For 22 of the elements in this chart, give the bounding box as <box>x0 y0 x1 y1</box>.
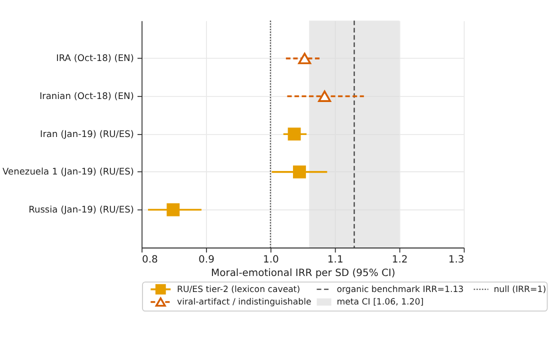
x-tick-label: 0.9 <box>198 254 214 266</box>
x-tick-label: 1.0 <box>262 254 279 266</box>
y-tick-label: Russia (Jan-19) (RU/ES) <box>28 205 134 216</box>
x-tick-label: 0.8 <box>142 254 158 266</box>
legend-label: organic benchmark IRR=1.13 <box>336 285 464 296</box>
legend-label: RU/ES tier-2 (lexicon caveat) <box>176 285 300 296</box>
x-tick-label: 1.3 <box>448 254 464 266</box>
x-axis-title: Moral-emotional IRR per SD (95% CI) <box>211 268 396 280</box>
x-tick-label: 1.1 <box>327 254 344 266</box>
point <box>166 203 180 216</box>
point <box>318 90 332 102</box>
point <box>298 52 312 64</box>
point <box>288 128 301 141</box>
point <box>292 165 306 178</box>
y-tick-label: Venezuela 1 (Jan-19) (RU/ES) <box>2 168 134 178</box>
y-tick-label: Iranian (Oct-18) (EN) <box>39 92 134 102</box>
x-tick-label: 1.2 <box>392 254 408 266</box>
y-tick-label: IRA (Oct-18) (EN) <box>56 54 134 64</box>
legend-label: meta CI [1.06, 1.20] <box>336 298 424 308</box>
legend-label: null (IRR=1) <box>494 285 546 296</box>
y-tick-label: Iran (Jan-19) (RU/ES) <box>40 130 134 140</box>
legend-label: viral-artifact / indistinguishable <box>176 298 312 308</box>
